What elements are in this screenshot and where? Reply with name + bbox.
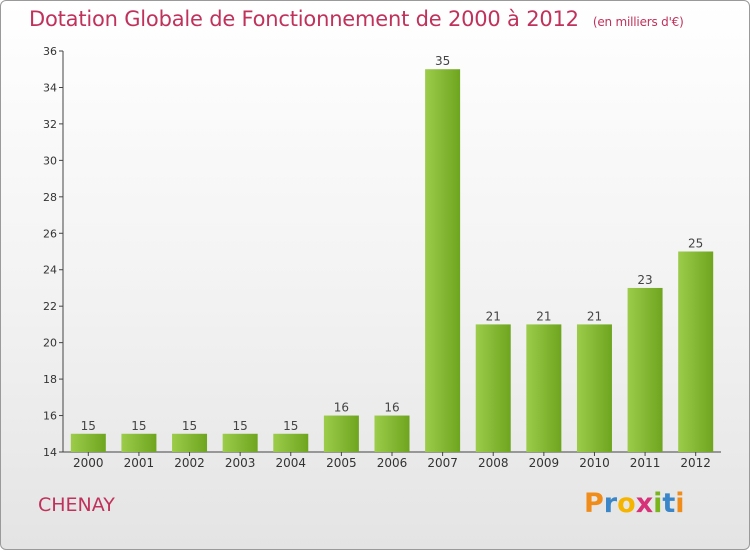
- bar-2002: [172, 433, 208, 452]
- bar-2001: [121, 433, 157, 452]
- x-tick-label: 2006: [377, 456, 408, 470]
- bar-value-label: 21: [486, 309, 501, 323]
- bar-2004: [273, 433, 309, 452]
- y-tick-label: 14: [43, 446, 57, 459]
- x-tick-label: 2011: [630, 456, 661, 470]
- bar-2012: [678, 251, 714, 452]
- bar-value-label: 25: [688, 237, 703, 251]
- bar-2010: [576, 324, 612, 452]
- y-tick-label: 22: [43, 300, 57, 313]
- y-tick-label: 32: [43, 118, 57, 131]
- x-tick-label: 2008: [478, 456, 509, 470]
- x-tick-label: 2005: [326, 456, 357, 470]
- y-tick-label: 30: [43, 154, 57, 167]
- bar-2008: [475, 324, 511, 452]
- bar-2011: [627, 287, 663, 452]
- y-tick-label: 26: [43, 227, 57, 240]
- bar-2000: [70, 433, 106, 452]
- x-tick-label: 2002: [174, 456, 205, 470]
- bar-value-label: 15: [131, 419, 146, 433]
- bar-value-label: 15: [283, 419, 298, 433]
- x-tick-label: 2007: [427, 456, 458, 470]
- y-tick-label: 34: [43, 81, 57, 94]
- x-tick-label: 2004: [275, 456, 306, 470]
- proxiti-logo: Proxiti: [584, 488, 685, 519]
- y-tick-label: 20: [43, 337, 57, 350]
- bar-value-label: 21: [536, 309, 551, 323]
- bar-2009: [526, 324, 562, 452]
- x-tick-label: 2010: [579, 456, 610, 470]
- y-tick-label: 18: [43, 373, 57, 386]
- bar-value-label: 15: [81, 419, 96, 433]
- bar-2003: [222, 433, 258, 452]
- y-tick-label: 16: [43, 410, 57, 423]
- bar-2007: [425, 69, 461, 453]
- chart-title: Dotation Globale de Fonctionnement de 20…: [29, 7, 684, 31]
- bar-value-label: 16: [384, 401, 399, 415]
- bar-value-label: 35: [435, 54, 450, 68]
- bar-2005: [323, 415, 359, 452]
- x-tick-label: 2009: [529, 456, 560, 470]
- commune-name: CHENAY: [38, 494, 115, 516]
- y-tick-label: 28: [43, 191, 57, 204]
- y-tick-label: 36: [43, 45, 57, 58]
- bar-value-label: 23: [637, 273, 652, 287]
- y-tick-label: 24: [43, 264, 57, 277]
- bar-2006: [374, 415, 410, 452]
- x-tick-label: 2012: [680, 456, 711, 470]
- x-tick-label: 2003: [225, 456, 256, 470]
- bar-value-label: 16: [334, 401, 349, 415]
- x-tick-label: 2000: [73, 456, 104, 470]
- chart-subtitle: (en milliers d'€): [592, 15, 684, 29]
- bar-value-label: 15: [233, 419, 248, 433]
- bar-value-label: 21: [587, 309, 602, 323]
- x-tick-label: 2001: [124, 456, 155, 470]
- bar-value-label: 15: [182, 419, 197, 433]
